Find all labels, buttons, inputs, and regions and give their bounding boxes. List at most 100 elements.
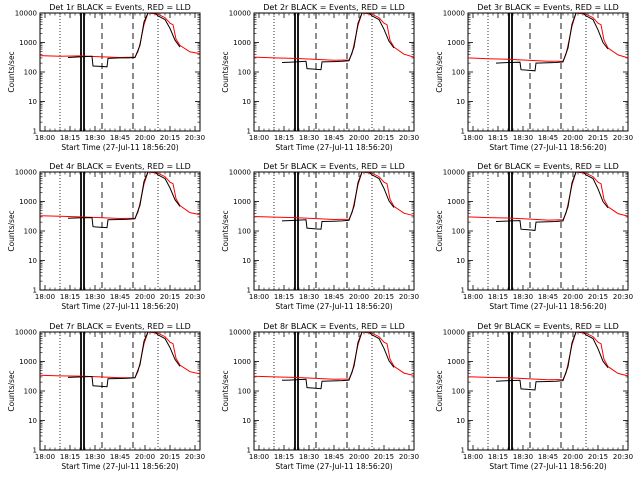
x-tick-label: 20:30: [399, 293, 419, 301]
x-tick-label: 18:30: [513, 453, 533, 461]
y-tick-label: 1: [247, 128, 251, 136]
panel-7: 1 10 100 1000 10000 18:00 18:15 18:30 18:45 20:00…: [7, 322, 205, 471]
y-tick-label: 1000: [19, 39, 37, 47]
y-tick-label: 100: [24, 228, 37, 236]
x-tick-label: 20:30: [185, 134, 205, 142]
y-tick-label: 100: [238, 69, 251, 77]
y-tick-label: 1: [33, 128, 37, 136]
y-tick-label: 100: [452, 69, 465, 77]
panel-2: 1 10 100 1000 10000 18:00 18:15 18:30 18:45 20:00…: [221, 3, 419, 152]
x-tick-label: 20:30: [613, 293, 633, 301]
panel-title: Det 4r BLACK = Events, RED = LLD: [49, 162, 191, 171]
x-tick-label: 18:15: [274, 453, 294, 461]
x-tick-label: 20:15: [374, 453, 394, 461]
y-tick-label: 100: [24, 388, 37, 396]
x-tick-label: 20:00: [349, 453, 369, 461]
y-tick-label: 10000: [229, 169, 251, 177]
y-axis-label: Counts/sec: [7, 51, 16, 92]
panel-title: Det 6r BLACK = Events, RED = LLD: [477, 162, 619, 171]
y-tick-label: 1: [247, 447, 251, 455]
x-tick-label: 18:00: [249, 134, 269, 142]
x-axis-label: Start Time (27-Jul-11 18:56:20): [275, 143, 392, 152]
panel-5: 1 10 100 1000 10000 18:00 18:15 18:30 18:45 20:00…: [221, 162, 419, 311]
x-tick-label: 20:15: [374, 134, 394, 142]
events-series-line: [495, 331, 609, 391]
events-series-line: [281, 171, 395, 230]
x-tick-label: 18:15: [60, 134, 80, 142]
lld-series-line: [39, 331, 201, 379]
events-series-line: [495, 171, 609, 231]
x-axis-label: Start Time (27-Jul-11 18:56:20): [489, 462, 606, 471]
panel-6: 1 10 100 1000 10000 18:00 18:15 18:30 18:45 20:00…: [435, 162, 633, 311]
y-axis-label: Counts/sec: [435, 210, 444, 251]
y-tick-label: 10: [456, 257, 465, 265]
y-tick-label: 10000: [229, 329, 251, 337]
x-tick-label: 20:00: [135, 453, 155, 461]
x-tick-label: 18:30: [513, 134, 533, 142]
y-tick-label: 10: [242, 98, 251, 106]
x-tick-label: 20:00: [135, 293, 155, 301]
y-tick-label: 10: [242, 257, 251, 265]
x-tick-label: 18:00: [35, 293, 55, 301]
x-tick-label: 18:45: [538, 453, 558, 461]
y-tick-label: 1: [33, 287, 37, 295]
x-tick-label: 18:30: [299, 134, 319, 142]
events-series-line: [67, 331, 181, 388]
y-tick-label: 100: [452, 228, 465, 236]
y-tick-label: 10000: [443, 169, 465, 177]
x-tick-label: 20:30: [613, 453, 633, 461]
x-tick-label: 20:15: [588, 134, 608, 142]
y-tick-label: 10: [28, 257, 37, 265]
x-tick-label: 20:00: [349, 293, 369, 301]
x-tick-label: 20:30: [613, 134, 633, 142]
x-axis-label: Start Time (27-Jul-11 18:56:20): [61, 302, 178, 311]
y-tick-label: 1: [33, 447, 37, 455]
y-tick-label: 1: [461, 447, 465, 455]
y-tick-label: 1000: [233, 39, 251, 47]
x-tick-label: 18:45: [110, 293, 130, 301]
x-tick-label: 18:30: [85, 293, 105, 301]
y-tick-label: 100: [238, 388, 251, 396]
events-series-line: [281, 331, 395, 390]
x-tick-label: 18:00: [35, 134, 55, 142]
events-series-line: [495, 12, 609, 72]
x-tick-label: 18:45: [110, 453, 130, 461]
panel-title: Det 2r BLACK = Events, RED = LLD: [263, 3, 405, 12]
y-axis-label: Counts/sec: [221, 370, 230, 411]
y-tick-label: 1000: [447, 39, 465, 47]
x-tick-label: 18:45: [324, 453, 344, 461]
x-tick-label: 18:30: [513, 293, 533, 301]
y-tick-label: 10: [456, 98, 465, 106]
x-tick-label: 18:15: [60, 293, 80, 301]
y-tick-label: 1: [247, 287, 251, 295]
y-tick-label: 10000: [15, 10, 37, 18]
y-axis-label: Counts/sec: [221, 210, 230, 251]
y-tick-label: 1000: [233, 198, 251, 206]
x-tick-label: 18:30: [299, 293, 319, 301]
x-tick-label: 18:00: [249, 453, 269, 461]
x-tick-label: 18:45: [110, 134, 130, 142]
events-series-line: [67, 12, 181, 68]
y-tick-label: 10: [456, 417, 465, 425]
y-tick-label: 100: [238, 228, 251, 236]
y-tick-label: 10000: [15, 169, 37, 177]
x-tick-label: 20:15: [588, 293, 608, 301]
lld-series-line: [39, 171, 201, 220]
x-tick-label: 18:15: [274, 134, 294, 142]
lld-series-line: [39, 12, 201, 59]
x-tick-label: 18:45: [324, 134, 344, 142]
x-axis-label: Start Time (27-Jul-11 18:56:20): [275, 302, 392, 311]
panel-title: Det 5r BLACK = Events, RED = LLD: [263, 162, 405, 171]
x-tick-label: 18:30: [85, 453, 105, 461]
y-tick-label: 10: [28, 98, 37, 106]
x-tick-label: 18:15: [274, 293, 294, 301]
x-tick-label: 18:00: [463, 293, 483, 301]
x-tick-label: 20:15: [588, 453, 608, 461]
x-axis-label: Start Time (27-Jul-11 18:56:20): [489, 302, 606, 311]
x-tick-label: 18:00: [463, 134, 483, 142]
panel-8: 1 10 100 1000 10000 18:00 18:15 18:30 18:45 20:00…: [221, 322, 419, 471]
x-tick-label: 18:30: [299, 453, 319, 461]
x-tick-label: 20:30: [185, 293, 205, 301]
y-tick-label: 1000: [447, 198, 465, 206]
